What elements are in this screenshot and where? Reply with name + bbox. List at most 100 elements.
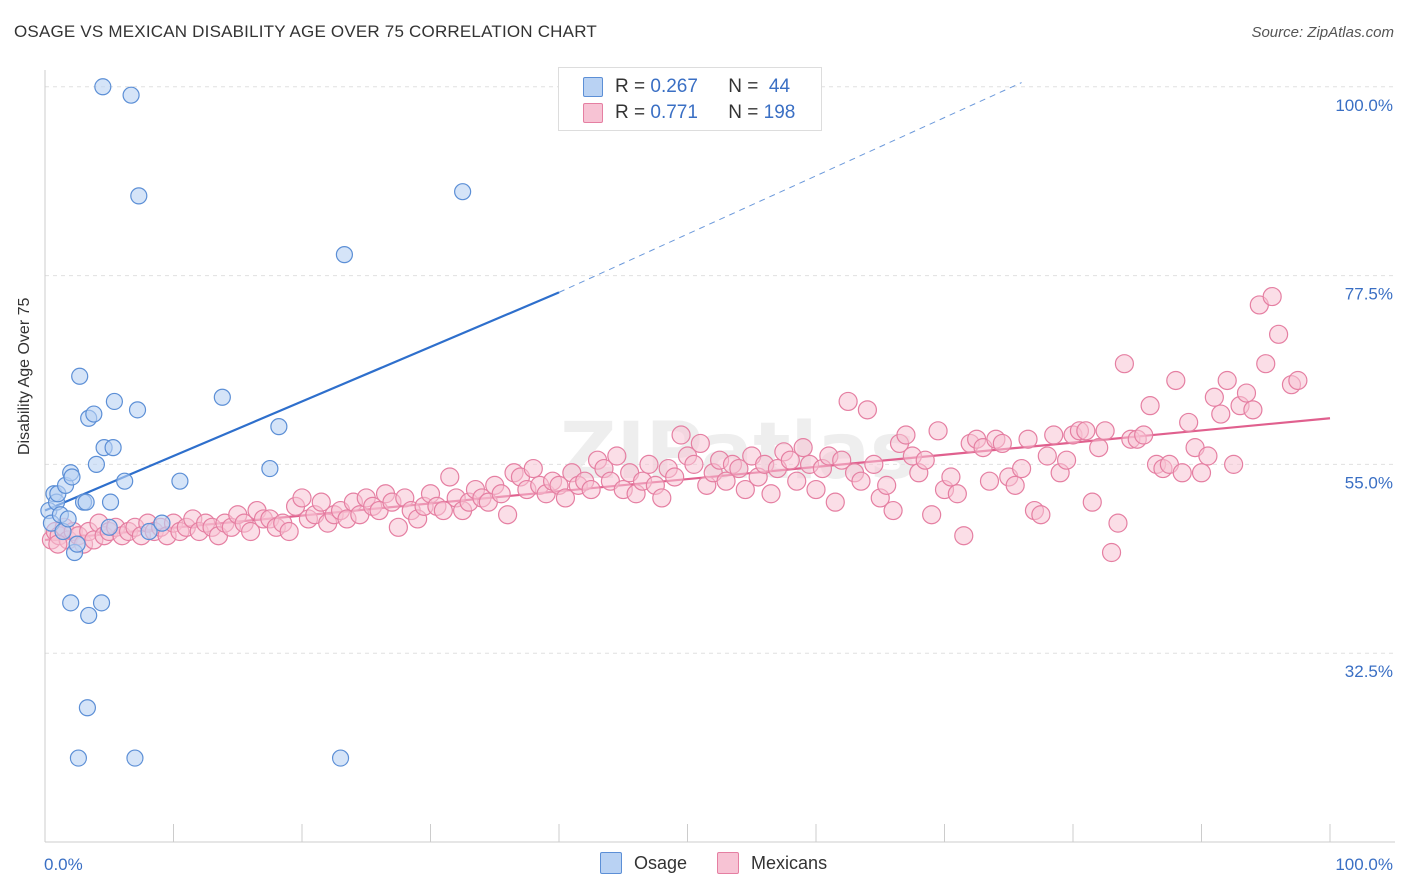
mexicans-point	[1005, 475, 1025, 495]
x-tick-label: 100.0%	[1335, 855, 1393, 874]
mexicans-point	[1288, 370, 1308, 391]
source-label: Source: ZipAtlas.com	[1251, 24, 1394, 41]
y-tick-label: 32.5%	[1345, 662, 1393, 681]
osage-swatch	[583, 77, 603, 97]
mexicans-point	[1179, 412, 1199, 433]
mexicans-point	[639, 454, 659, 474]
mexicans-point	[690, 433, 710, 454]
osage-point	[78, 699, 97, 717]
mexicans-point	[729, 458, 749, 479]
osage-point	[335, 246, 354, 264]
mexicans-point	[1108, 513, 1128, 533]
mexicans-point	[1268, 324, 1289, 344]
osage-point	[130, 187, 148, 205]
mexicans-point	[947, 484, 967, 504]
tick-labels: 32.5% 55.0% 77.5% 100.0% 0.0% 100.0%	[44, 96, 1393, 874]
mexicans-point	[241, 521, 261, 542]
osage-point	[77, 493, 95, 511]
mexicans-point	[1198, 446, 1218, 466]
mexicans-point	[671, 425, 691, 445]
mexicans-point	[1101, 542, 1122, 563]
mexicans-point	[954, 526, 974, 546]
osage-point	[261, 459, 279, 478]
n-label: N =	[728, 76, 759, 97]
osage-point	[126, 749, 144, 767]
mexicans-point	[1114, 354, 1135, 374]
mexicans-point	[1089, 438, 1109, 458]
mexicans-point	[1204, 387, 1224, 407]
y-tick-label: 100.0%	[1335, 96, 1393, 115]
osage-point	[80, 606, 98, 625]
mexicans-point	[1011, 458, 1032, 479]
mexicans-point	[1044, 425, 1064, 445]
n-value: 44	[768, 76, 791, 97]
mexicans-point	[1056, 450, 1077, 470]
axes	[44, 70, 1395, 843]
mexicans-point	[761, 484, 781, 504]
mexicans-point	[523, 458, 543, 479]
mexicans-point	[928, 421, 948, 441]
mexicans-point	[864, 454, 884, 474]
mexicans-point	[1166, 370, 1186, 391]
legend-row-osage: R = 0.267 N = 44	[583, 74, 790, 100]
osage-point	[105, 392, 123, 411]
mexicans-point	[1031, 505, 1051, 525]
mexicans-point	[832, 450, 852, 470]
y-tick-label: 55.0%	[1345, 473, 1393, 492]
mexicans-point	[1095, 421, 1115, 441]
mexicans-point	[780, 450, 800, 470]
osage-point	[101, 493, 120, 511]
series-legend: Osage Mexicans	[600, 852, 857, 874]
osage-point	[59, 510, 77, 528]
mexicans-point	[498, 505, 518, 525]
mexicans-legend-label: Mexicans	[751, 852, 828, 873]
legend-row-mexicans: R = 0.771 N = 198	[583, 100, 795, 126]
mexicans-point	[665, 467, 685, 487]
osage-point	[270, 418, 288, 436]
mexicans-point	[941, 467, 961, 487]
mexicans-point	[1037, 446, 1057, 466]
osage-trend-extension	[558, 82, 1022, 293]
osage-trend-line	[44, 291, 560, 512]
mexicans-point	[388, 517, 408, 537]
osage-point	[85, 405, 103, 423]
osage-point	[122, 86, 140, 104]
r-value: 0.771	[650, 102, 698, 123]
mexicans-point	[581, 479, 601, 500]
osage-point	[104, 439, 122, 457]
osage-point	[331, 749, 350, 767]
mexicans-point	[440, 467, 460, 487]
mexicans-point	[1140, 396, 1160, 416]
mexicans-point	[838, 391, 858, 412]
mexicans-point	[1172, 463, 1192, 483]
osage-point	[71, 367, 89, 385]
mexicans-point	[1191, 463, 1212, 483]
mexicans-point	[1256, 354, 1276, 374]
mexicans-point	[877, 475, 897, 495]
mexicans-point	[992, 433, 1012, 454]
mexicans-point	[607, 446, 627, 466]
legend-item-mexicans: Mexicans	[717, 852, 827, 874]
osage-point	[92, 594, 111, 612]
mexicans-point	[1236, 383, 1257, 403]
mexicans-point	[491, 484, 511, 504]
y-axis-label: Disability Age Over 75	[16, 297, 33, 455]
osage-point	[128, 401, 147, 419]
mexicans-point	[915, 450, 935, 470]
mexicans-point	[806, 479, 826, 500]
mexicans-point	[433, 500, 453, 521]
mexicans-point	[684, 454, 704, 474]
mexicans-point	[787, 471, 807, 491]
n-label: N =	[728, 102, 759, 123]
r-value: 0.267	[650, 76, 698, 97]
mexicans-point	[1018, 429, 1038, 449]
mexicans-point	[1262, 286, 1282, 307]
mexicans-point	[1134, 425, 1154, 445]
mexicans-point	[1082, 492, 1102, 512]
data-points	[40, 78, 1308, 767]
y-tick-label: 77.5%	[1345, 285, 1393, 304]
mexicans-point	[652, 488, 672, 508]
osage-legend-swatch	[600, 852, 622, 874]
mexicans-point	[555, 488, 576, 508]
r-label: R =	[615, 102, 646, 123]
